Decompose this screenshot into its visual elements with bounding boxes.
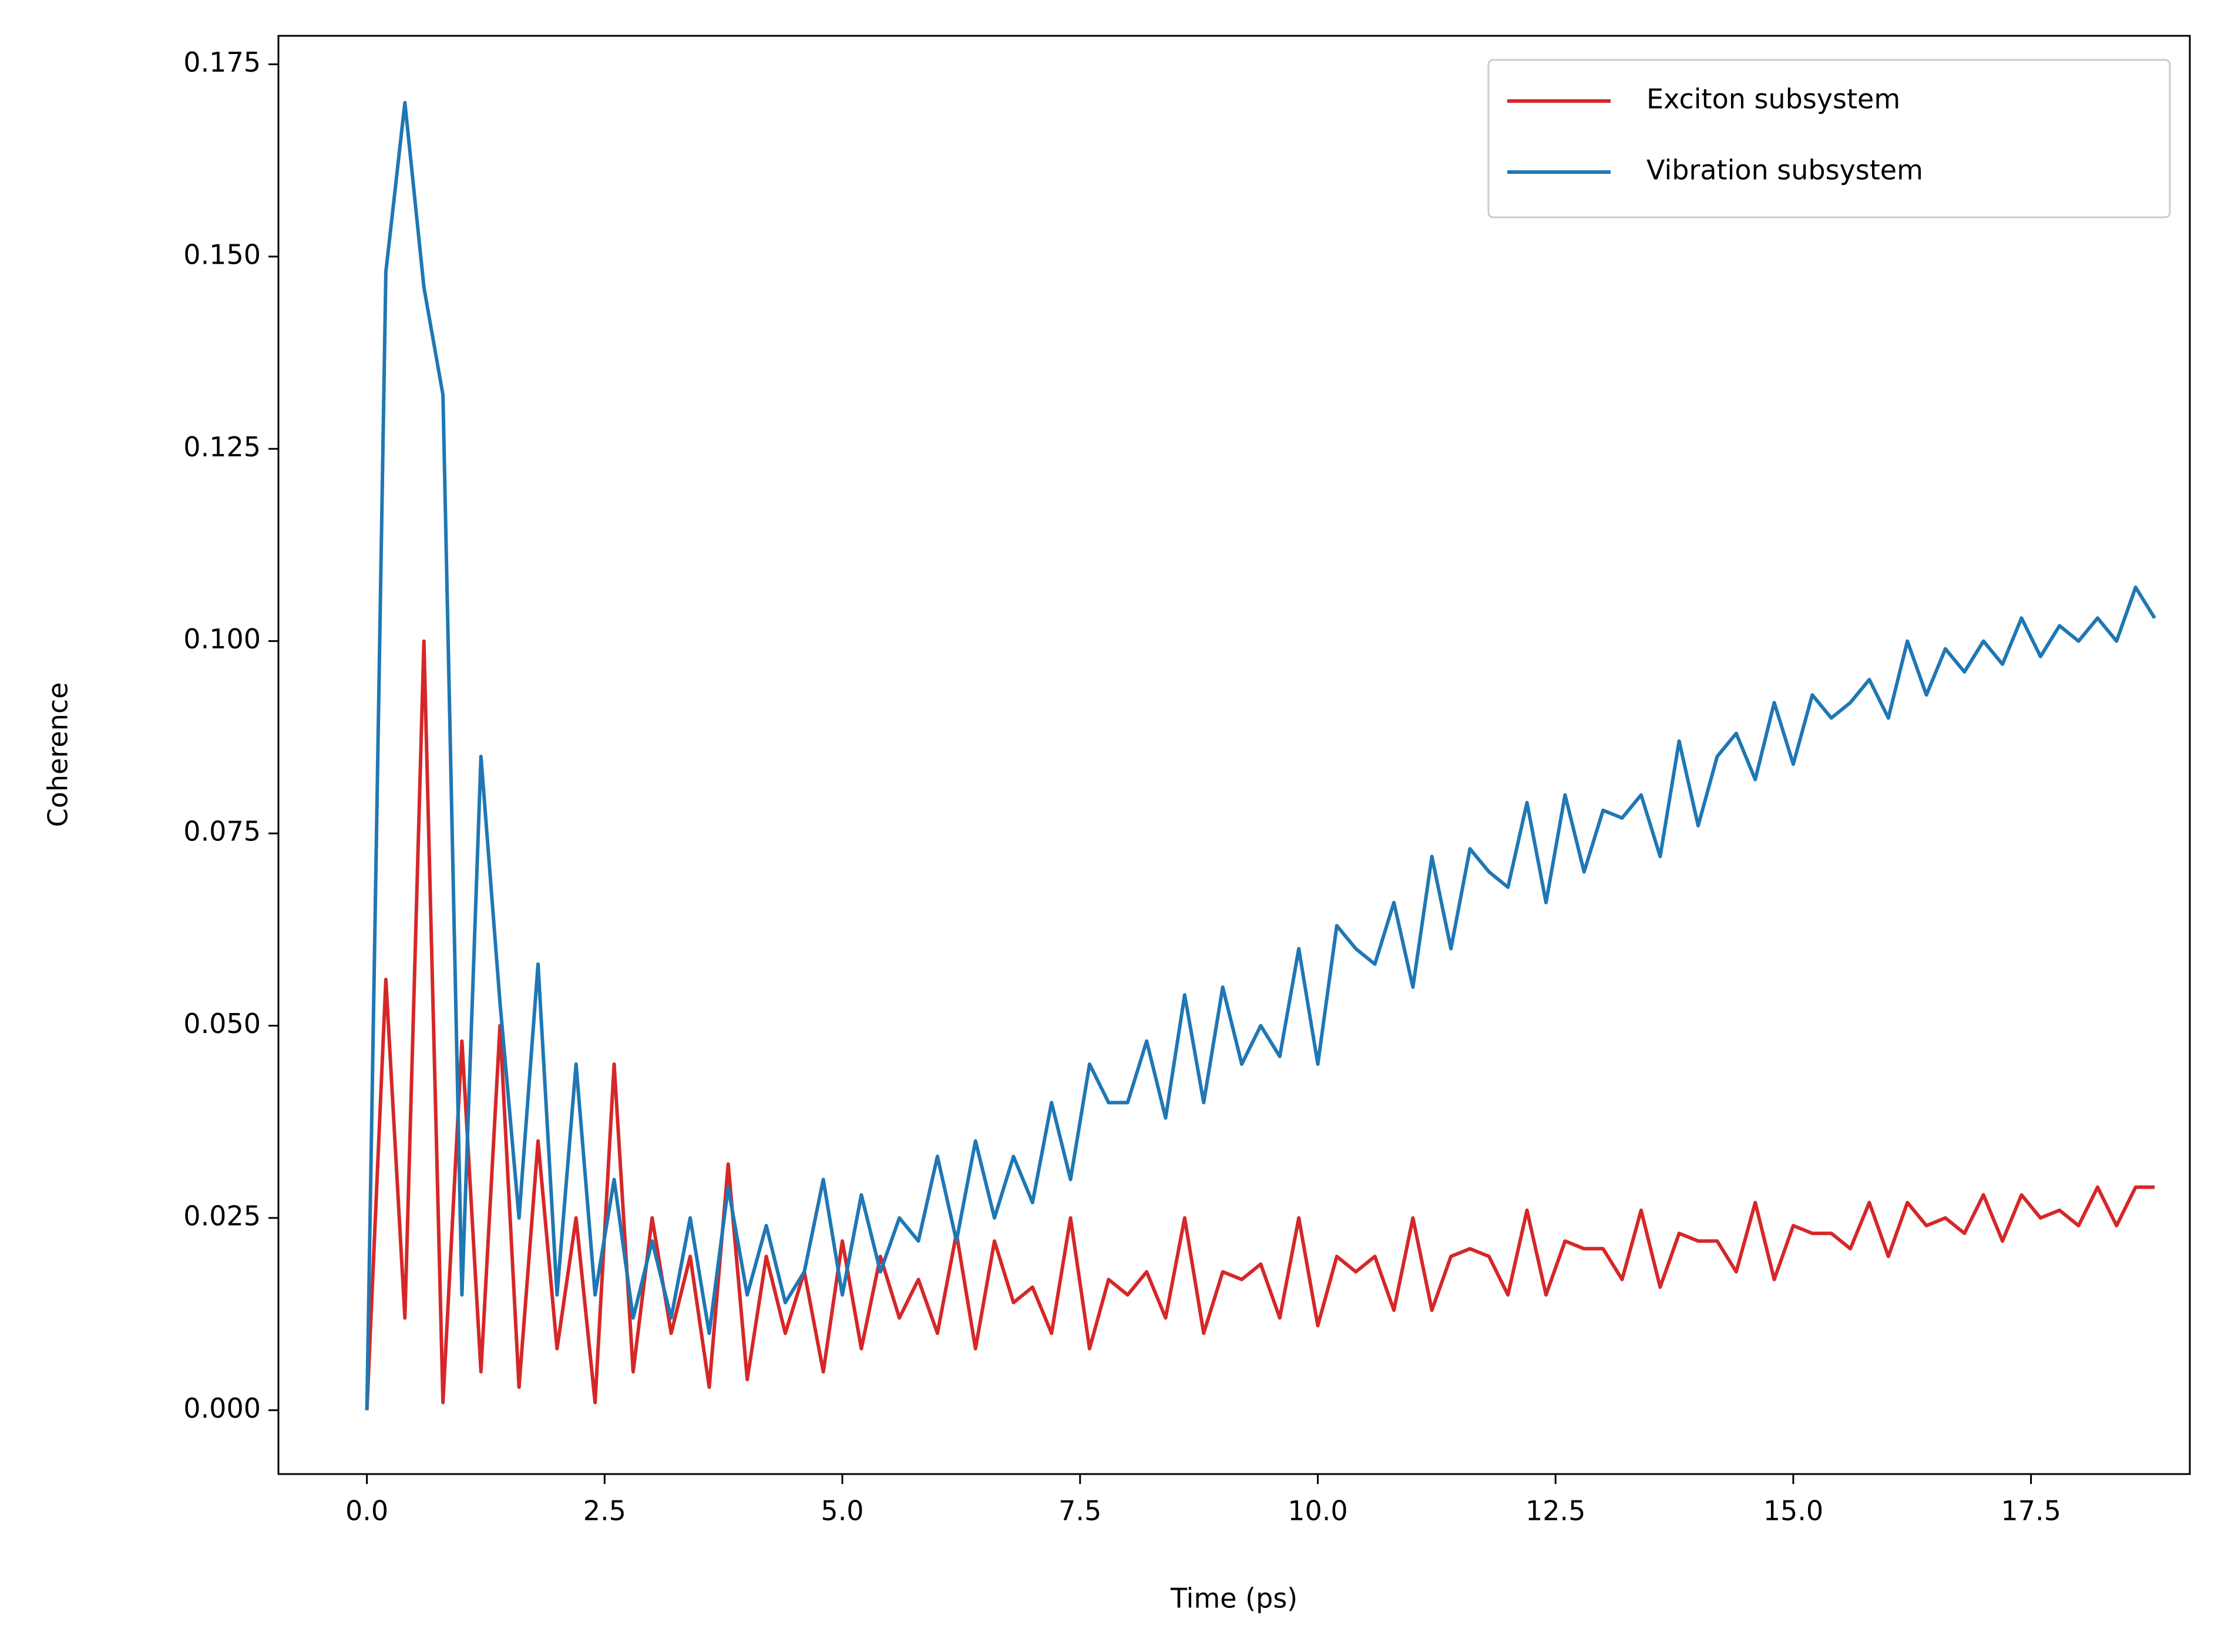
y-tick-label: 0.175 [183, 46, 261, 78]
x-tick-label: 10.0 [1288, 1495, 1347, 1527]
x-tick-label: 2.5 [583, 1495, 626, 1527]
x-tick-label: 12.5 [1525, 1495, 1585, 1527]
legend-box [1487, 59, 2171, 218]
y-axis-label: Coherence [42, 682, 74, 827]
legend-label: Exciton subsystem [1646, 83, 1900, 115]
x-tick-label: 5.0 [821, 1495, 863, 1527]
x-tick-label: 15.0 [1763, 1495, 1823, 1527]
plot-frame [277, 35, 2191, 1475]
y-tick-label: 0.075 [183, 816, 261, 847]
y-tick-label: 0.000 [183, 1392, 261, 1424]
x-tick-label: 17.5 [2001, 1495, 2061, 1527]
y-tick-label: 0.050 [183, 1008, 261, 1039]
y-tick-label: 0.150 [183, 238, 261, 270]
y-tick-label: 0.025 [183, 1200, 261, 1232]
legend-label: Vibration subsystem [1646, 154, 1923, 186]
y-tick-label: 0.125 [183, 431, 261, 463]
x-tick-label: 7.5 [1058, 1495, 1101, 1527]
x-tick-label: 0.0 [345, 1495, 388, 1527]
y-tick-label: 0.100 [183, 623, 261, 655]
x-axis-label: Time (ps) [1170, 1583, 1298, 1614]
data-line [365, 100, 2156, 1411]
